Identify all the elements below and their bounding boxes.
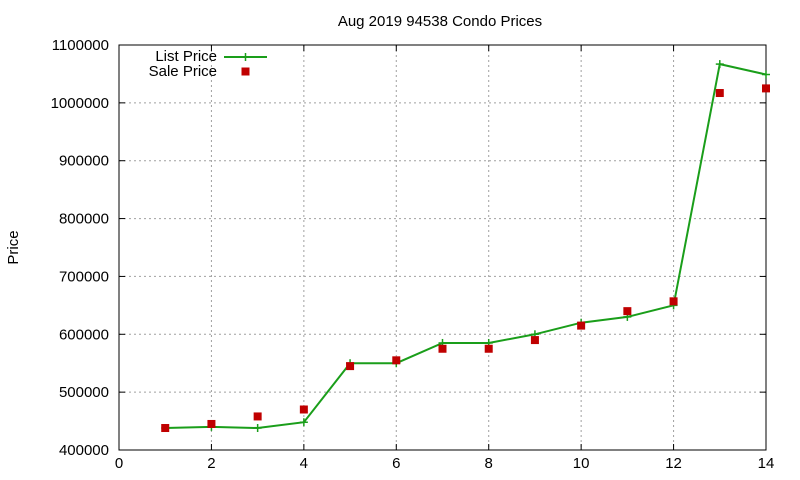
legend-label-sale-price: Sale Price (149, 63, 217, 80)
list-price-point (299, 418, 308, 427)
x-tick-label: 14 (758, 455, 775, 472)
sale-price-point (484, 344, 493, 353)
y-tick-label: 700000 (59, 268, 109, 285)
x-tick-label: 6 (392, 455, 400, 472)
list-price-line (165, 62, 767, 430)
x-tick-label: 8 (485, 455, 493, 472)
plot-frame (118, 44, 767, 451)
sale-price-point (530, 336, 539, 345)
x-tick-label: 4 (300, 455, 308, 472)
y-tick-label: 400000 (59, 442, 109, 459)
sale-price-point (392, 356, 401, 365)
sale-price-point (207, 419, 216, 428)
sale-price-point (438, 344, 447, 353)
y-tick-label: 600000 (59, 326, 109, 343)
y-tick-label: 900000 (59, 153, 109, 170)
x-tick-label: 0 (115, 455, 123, 472)
sale-price-point (253, 412, 262, 421)
legend-swatch-sale-price (241, 67, 250, 76)
sale-price-point (346, 362, 355, 371)
list-price-point (715, 60, 724, 69)
y-tick-label: 500000 (59, 384, 109, 401)
sale-price-point (161, 424, 170, 433)
x-tick-label: 2 (207, 455, 215, 472)
chart-title: Aug 2019 94538 Condo Prices (338, 13, 542, 30)
y-tick-label: 800000 (59, 211, 109, 228)
sale-price-point (299, 405, 308, 414)
legend-label-list-price: List Price (155, 48, 217, 65)
grid-lines (119, 45, 766, 450)
sale-price-point (623, 307, 632, 316)
x-tick-label: 10 (573, 455, 590, 472)
sale-price-point (715, 89, 724, 98)
x-tick-label: 12 (665, 455, 682, 472)
data-series (161, 60, 770, 433)
sale-price-point (577, 321, 586, 330)
list-price-point (253, 424, 262, 433)
list-price-point (762, 70, 770, 79)
y-tick-label: 1000000 (51, 95, 109, 112)
y-axis-label: Price (5, 230, 22, 264)
plot-border (118, 44, 767, 451)
sale-price-point (669, 297, 678, 306)
y-tick-label: 1100000 (52, 37, 109, 54)
sale-price-point (762, 84, 770, 93)
axis-ticks: 400000 500000 600000 700000 800000 900000 1000… (51, 37, 775, 472)
